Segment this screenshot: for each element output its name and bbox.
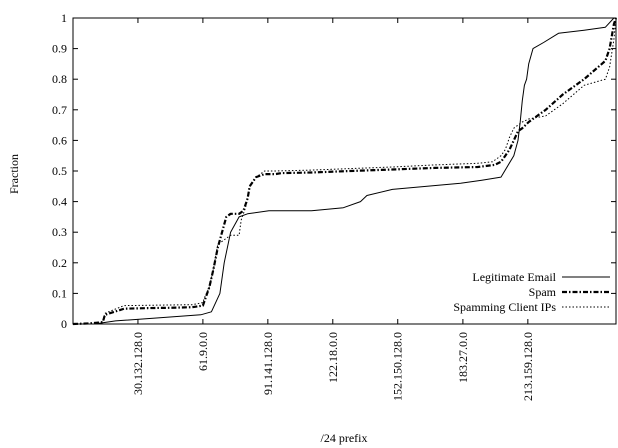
series-line-0 — [73, 17, 616, 325]
y-axis: 0 0.1 0.2 0.3 0.4 0.5 0.6 0.7 0.8 0.9 1 — [52, 11, 616, 331]
legend-label: Spamming Client IPs — [453, 300, 556, 314]
x-axis: 30.132.128.0 61.9.0.0 91.141.128.0 122.18.0… — [131, 18, 535, 401]
x-axis-label: /24 prefix — [321, 431, 368, 445]
y-tick-label: 0.2 — [52, 256, 67, 270]
x-tick-label: 61.9.0.0 — [196, 332, 210, 371]
x-tick-label: 30.132.128.0 — [131, 332, 145, 395]
y-tick-label: 0.4 — [52, 195, 67, 209]
y-tick-label: 0.6 — [52, 133, 67, 147]
y-axis-label: Fraction — [7, 154, 21, 194]
series-lines — [72, 17, 618, 326]
y-tick-label: 0.8 — [52, 72, 67, 86]
y-tick-label: 0 — [61, 317, 67, 331]
y-tick-label: 0.5 — [52, 164, 67, 178]
series-line-1 — [72, 17, 618, 326]
x-tick-label: 183.27.0.0 — [456, 332, 470, 383]
x-tick-label: 152.150.128.0 — [391, 332, 405, 401]
y-tick-label: 0.3 — [52, 225, 67, 239]
y-tick-label: 0.7 — [52, 103, 67, 117]
legend-label: Legitimate Email — [472, 270, 556, 284]
y-tick-label: 1 — [61, 11, 67, 25]
y-tick-label: 0.9 — [52, 42, 67, 56]
legend-label: Spam — [529, 285, 557, 299]
y-tick-label: 0.1 — [52, 286, 67, 300]
x-tick-label: 213.159.128.0 — [521, 332, 535, 401]
x-tick-label: 91.141.128.0 — [261, 332, 275, 395]
x-tick-label: 122.18.0.0 — [326, 332, 340, 383]
